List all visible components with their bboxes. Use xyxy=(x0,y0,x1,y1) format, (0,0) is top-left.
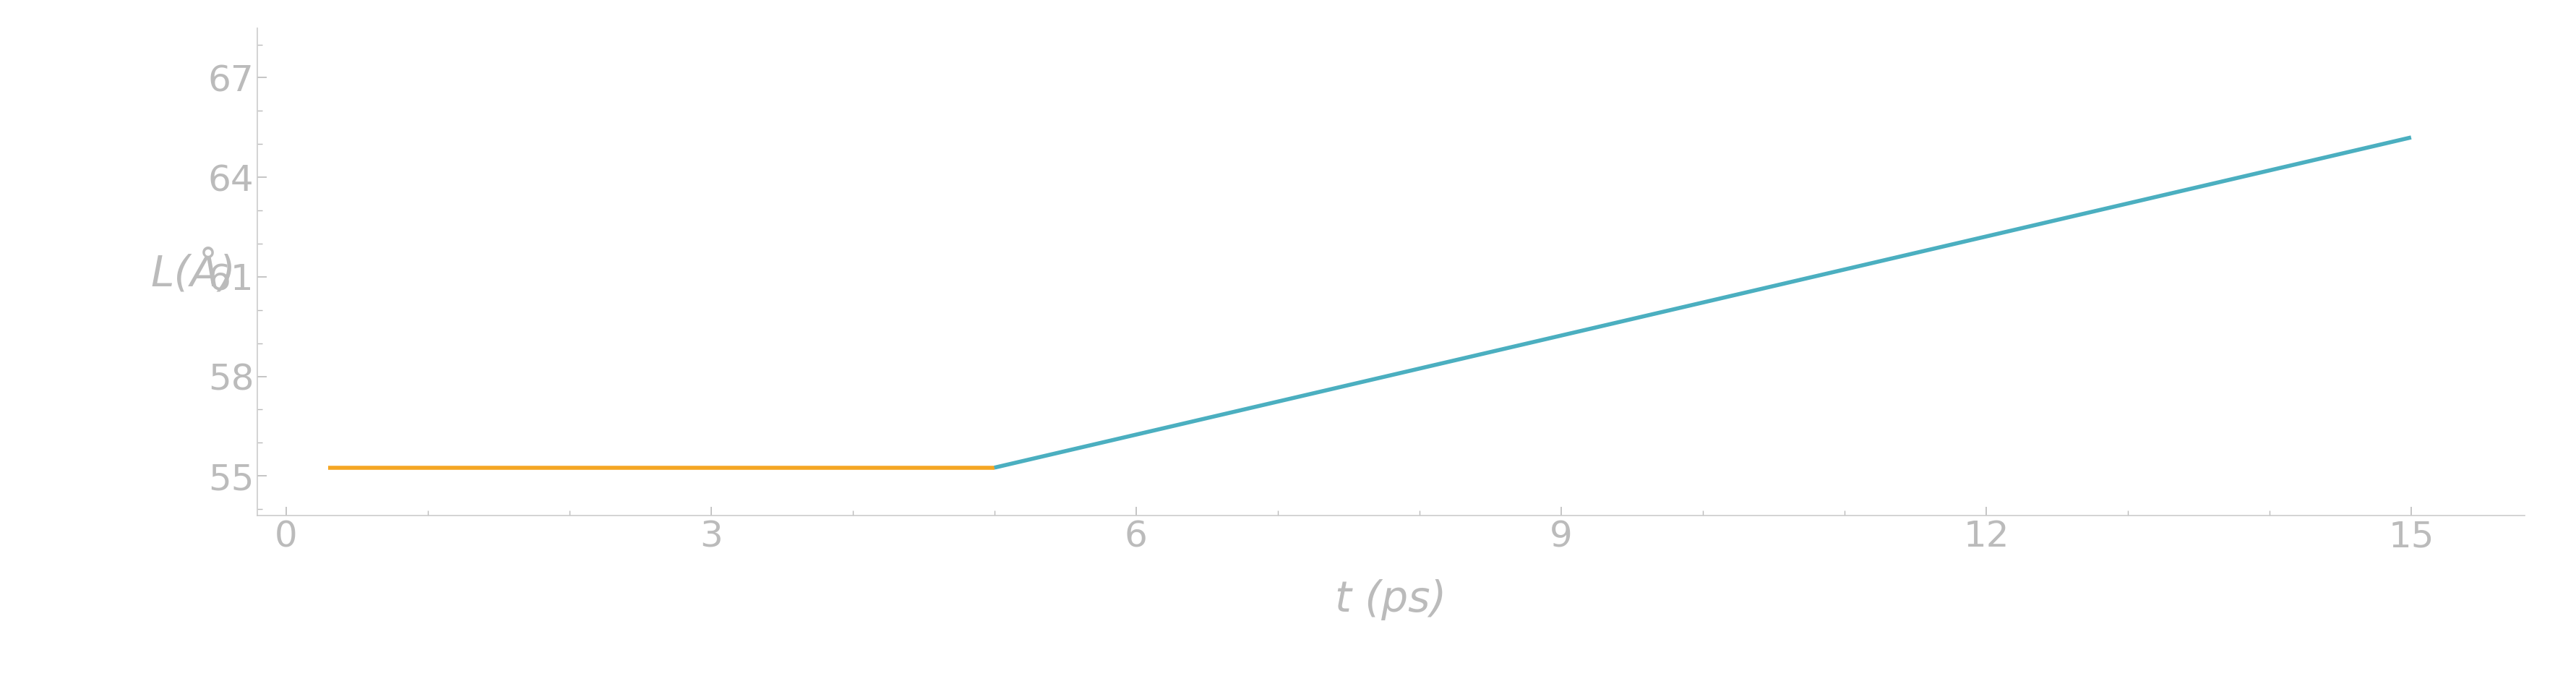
X-axis label: t (ps): t (ps) xyxy=(1334,579,1448,620)
Y-axis label: L(Å): L(Å) xyxy=(149,250,234,294)
